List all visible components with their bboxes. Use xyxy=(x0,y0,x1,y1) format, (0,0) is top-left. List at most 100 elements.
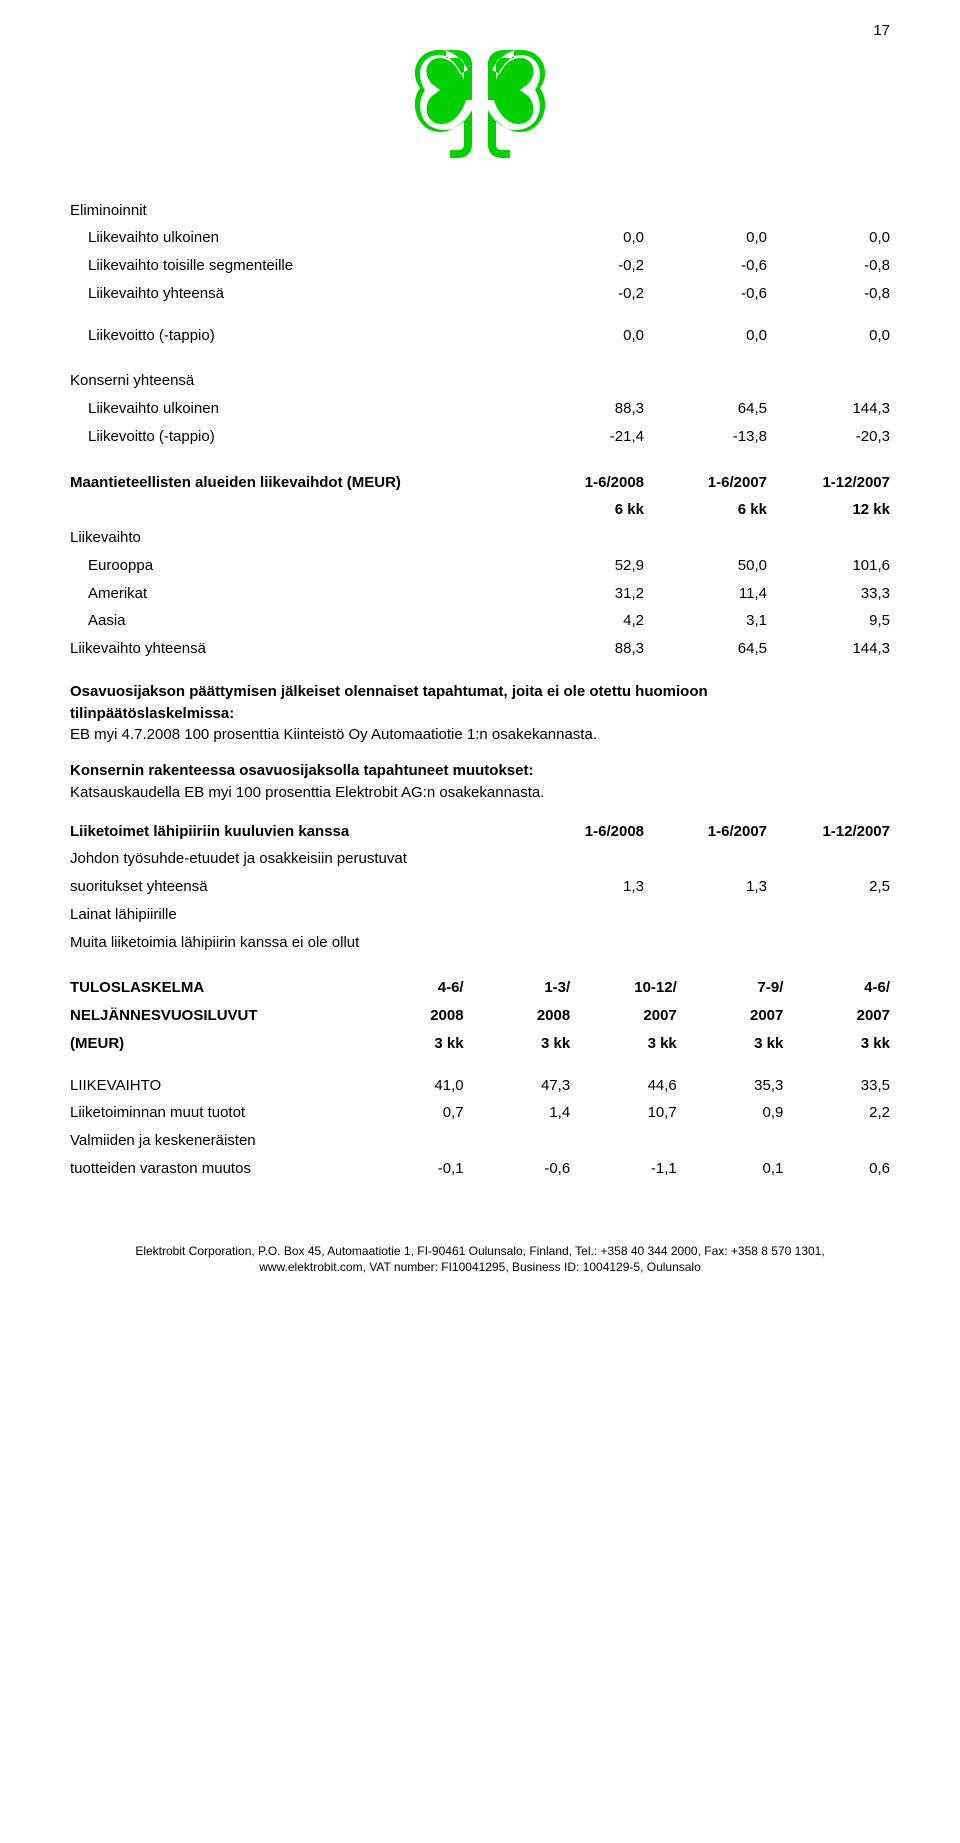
body-text: Katsauskaudella EB myi 100 prosenttia El… xyxy=(70,784,544,801)
footer-line: Elektrobit Corporation, P.O. Box 45, Aut… xyxy=(70,1243,890,1260)
row-label: Liikevaihto ulkoinen xyxy=(70,224,521,252)
col-header: NELJÄNNESVUOSILUVUT xyxy=(70,1002,357,1030)
cell: 144,3 xyxy=(767,395,890,423)
col-header: 3 kk xyxy=(677,1030,784,1058)
body-text: EB myi 4.7.2008 100 prosenttia Kiinteist… xyxy=(70,726,597,743)
cell: 41,0 xyxy=(357,1072,464,1100)
cell: 144,3 xyxy=(767,635,890,663)
col-subheader: 12 kk xyxy=(767,496,890,524)
col-header: 1-6/2008 xyxy=(521,469,644,497)
col-header: 2008 xyxy=(357,1002,464,1030)
cell: 31,2 xyxy=(521,580,644,608)
cell: 47,3 xyxy=(464,1072,571,1100)
cell: 1,3 xyxy=(644,873,767,901)
row-label: Liikevoitto (-tappio) xyxy=(70,423,521,451)
cell: 33,3 xyxy=(767,580,890,608)
col-header: 1-12/2007 xyxy=(767,469,890,497)
cell: -13,8 xyxy=(644,423,767,451)
cell: 64,5 xyxy=(644,635,767,663)
row-label: Liikevaihto ulkoinen xyxy=(70,395,521,423)
col-header: 4-6/ xyxy=(357,974,464,1002)
cell: -0,8 xyxy=(767,280,890,308)
col-header: 2007 xyxy=(677,1002,784,1030)
row-label: suoritukset yhteensä xyxy=(70,873,521,901)
col-header: (MEUR) xyxy=(70,1030,357,1058)
cell: 44,6 xyxy=(570,1072,677,1100)
tuloslaskelma-table: TULOSLASKELMA 4-6/ 1-3/ 10-12/ 7-9/ 4-6/… xyxy=(70,974,890,1182)
row-label: Liikevaihto yhteensä xyxy=(70,635,521,663)
row-label: Eurooppa xyxy=(70,552,521,580)
cell: 88,3 xyxy=(521,395,644,423)
cell: 33,5 xyxy=(783,1072,890,1100)
heading: Konsernin rakenteessa osavuosijaksolla t… xyxy=(70,762,533,779)
cell: 88,3 xyxy=(521,635,644,663)
col-header: 3 kk xyxy=(464,1030,571,1058)
col-header: 3 kk xyxy=(783,1030,890,1058)
geo-table: Maantieteellisten alueiden liikevaihdot … xyxy=(70,469,890,663)
osavuosi-block: Osavuosijakson päättymisen jälkeiset ole… xyxy=(70,681,890,746)
col-subheader: 6 kk xyxy=(521,496,644,524)
row-label: tuotteiden varaston muutos xyxy=(70,1155,357,1183)
cell: 11,4 xyxy=(644,580,767,608)
cell: 0,1 xyxy=(677,1155,784,1183)
footer-line: www.elektrobit.com, VAT number: FI100412… xyxy=(70,1259,890,1276)
cell: 1,4 xyxy=(464,1099,571,1127)
cell: 3,1 xyxy=(644,607,767,635)
row-label: Amerikat xyxy=(70,580,521,608)
col-header: 4-6/ xyxy=(783,974,890,1002)
cell: 0,0 xyxy=(644,224,767,252)
cell: 35,3 xyxy=(677,1072,784,1100)
heading: Osavuosijakson päättymisen jälkeiset ole… xyxy=(70,683,708,700)
cell: 0,0 xyxy=(521,322,644,350)
page-number: 17 xyxy=(70,20,890,42)
cell: 101,6 xyxy=(767,552,890,580)
row-label: Aasia xyxy=(70,607,521,635)
col-header: 2008 xyxy=(464,1002,571,1030)
heading: tilinpäätöslaskelmissa: xyxy=(70,705,234,722)
cell: 1,3 xyxy=(521,873,644,901)
cell: 0,0 xyxy=(767,224,890,252)
row-label: Muita liiketoimia lähipiirin kanssa ei o… xyxy=(70,929,521,957)
cell: 64,5 xyxy=(644,395,767,423)
cell: 50,0 xyxy=(644,552,767,580)
cell: 0,6 xyxy=(783,1155,890,1183)
section-title: Liiketoimet lähipiiriin kuuluvien kanssa xyxy=(70,818,521,846)
col-header: 3 kk xyxy=(570,1030,677,1058)
col-header: 1-6/2008 xyxy=(521,818,644,846)
col-subheader: 6 kk xyxy=(644,496,767,524)
logo xyxy=(70,50,890,167)
col-header: 3 kk xyxy=(357,1030,464,1058)
row-label: Liikevaihto toisille segmenteille xyxy=(70,252,521,280)
row-label: Lainat lähipiirille xyxy=(70,901,521,929)
cell: -0,8 xyxy=(767,252,890,280)
col-header: 10-12/ xyxy=(570,974,677,1002)
cell: 2,5 xyxy=(767,873,890,901)
cell: -0,6 xyxy=(644,280,767,308)
col-header: 1-6/2007 xyxy=(644,818,767,846)
cell: 0,0 xyxy=(767,322,890,350)
section-title: Maantieteellisten alueiden liikevaihdot … xyxy=(70,469,521,497)
col-header: 2007 xyxy=(783,1002,890,1030)
cell: 9,5 xyxy=(767,607,890,635)
cell: -20,3 xyxy=(767,423,890,451)
cell: -21,4 xyxy=(521,423,644,451)
eliminoinnit-table: Eliminoinnit Liikevaihto ulkoinen 0,0 0,… xyxy=(70,197,890,350)
section-title: Eliminoinnit xyxy=(70,197,521,225)
col-header: 1-12/2007 xyxy=(767,818,890,846)
konserni-table: Konserni yhteensä Liikevaihto ulkoinen 8… xyxy=(70,367,890,450)
col-header: 1-6/2007 xyxy=(644,469,767,497)
cell: -0,2 xyxy=(521,280,644,308)
cell: 0,7 xyxy=(357,1099,464,1127)
col-header: TULOSLASKELMA xyxy=(70,974,357,1002)
cell: -0,6 xyxy=(644,252,767,280)
row-label: LIIKEVAIHTO xyxy=(70,1072,357,1100)
lahipiiri-table: Liiketoimet lähipiiriin kuuluvien kanssa… xyxy=(70,818,890,957)
row-label: Johdon työsuhde-etuudet ja osakkeisiin p… xyxy=(70,845,521,873)
cell: 0,0 xyxy=(521,224,644,252)
cell: -0,1 xyxy=(357,1155,464,1183)
cell: -0,6 xyxy=(464,1155,571,1183)
row-label: Valmiiden ja keskeneräisten xyxy=(70,1127,357,1155)
cell: 52,9 xyxy=(521,552,644,580)
row-label: Liiketoiminnan muut tuotot xyxy=(70,1099,357,1127)
col-header: 1-3/ xyxy=(464,974,571,1002)
